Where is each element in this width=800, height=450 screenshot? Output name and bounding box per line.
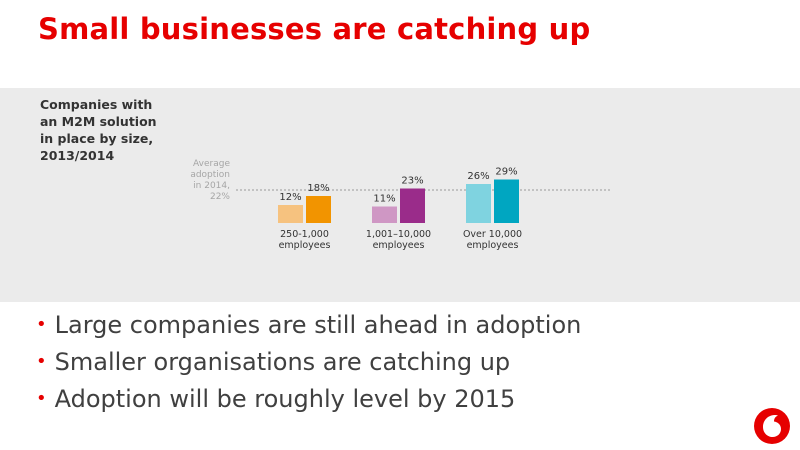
category-label: 250-1,000 [280, 229, 329, 240]
data-label: 11% [373, 194, 395, 205]
data-label: 26% [467, 171, 489, 182]
chart-title-line: in place by size, [40, 131, 154, 146]
chart-title-line: Companies with [40, 97, 153, 112]
data-label: 29% [495, 167, 517, 178]
bar-3-2 [494, 179, 519, 223]
bar-2-1 [372, 206, 397, 223]
bullet-item: • Large companies are still ahead in ado… [36, 306, 581, 343]
slide-title: Small businesses are catching up [38, 12, 591, 46]
reference-label-line: in 2014, [193, 181, 230, 191]
category-label: 1,001–10,000 [366, 229, 431, 240]
bullet-list: • Large companies are still ahead in ado… [36, 306, 581, 417]
category-label: employees [279, 240, 331, 251]
bullet-marker: • [36, 388, 47, 409]
category-label: Over 10,000 [463, 229, 522, 240]
data-label: 23% [401, 176, 423, 187]
bar-3-1 [466, 184, 491, 223]
bullet-item: • Adoption will be roughly level by 2015 [36, 380, 581, 417]
chart-title-line: an M2M solution [40, 114, 157, 129]
bullet-marker: • [36, 351, 47, 372]
vodafone-speechmark-icon [754, 408, 790, 444]
bullet-text: Large companies are still ahead in adopt… [54, 310, 582, 339]
bullet-text: Adoption will be roughly level by 2015 [54, 384, 516, 413]
bullet-text: Smaller organisations are catching up [54, 347, 511, 376]
bar-1-1 [278, 205, 303, 223]
bar-2-2 [400, 188, 425, 223]
bullet-item: • Smaller organisations are catching up [36, 343, 581, 380]
reference-label-line: Average [193, 159, 230, 169]
bullet-marker: • [36, 314, 47, 335]
chart-title-line: 2013/2014 [40, 148, 115, 163]
bar-1-2 [306, 196, 331, 223]
data-label: 12% [279, 192, 301, 203]
reference-label-line: 22% [210, 192, 230, 202]
category-label: employees [373, 240, 425, 251]
category-label: employees [467, 240, 519, 251]
chart-title: Companies with an M2M solution in place … [40, 96, 200, 164]
reference-label-line: adoption [190, 170, 230, 180]
data-label: 18% [307, 183, 329, 194]
